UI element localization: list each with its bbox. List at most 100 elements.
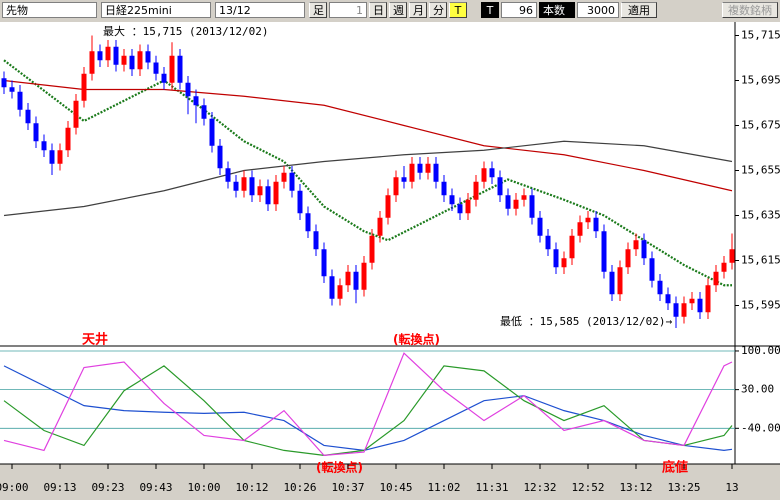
- candle-body: [705, 285, 711, 313]
- candle-body: [97, 51, 103, 61]
- apply-button[interactable]: 適用: [621, 2, 657, 18]
- osc-annotation: (転換点): [393, 332, 440, 347]
- candle-body: [289, 172, 295, 191]
- candle-body: [241, 177, 247, 191]
- candle-body: [697, 298, 703, 313]
- candle-body: [345, 271, 351, 286]
- candle-body: [201, 105, 207, 119]
- candle-body: [721, 262, 727, 272]
- x-tick-label: 10:26: [283, 481, 316, 494]
- osc-annotation: (転換点): [316, 460, 363, 475]
- moving-average: [3, 140, 733, 217]
- month-select[interactable]: 13/12: [215, 2, 305, 18]
- candle-body: [89, 51, 95, 74]
- candle-body: [25, 109, 31, 124]
- multi-button[interactable]: 複数銘柄: [722, 2, 778, 18]
- moving-average: [3, 79, 733, 192]
- candle-body: [473, 181, 479, 200]
- candle-body: [257, 186, 263, 196]
- x-tick-label: 13:25: [667, 481, 700, 494]
- candle-body: [1, 78, 7, 88]
- y-tick-label: 15,595: [741, 299, 780, 312]
- candle-body: [73, 100, 79, 128]
- candle-body: [217, 145, 223, 169]
- candle-body: [657, 280, 663, 295]
- candle-body: [513, 199, 519, 209]
- osc-annotation: 底値: [662, 460, 688, 476]
- t-value[interactable]: 96: [501, 2, 537, 18]
- candle-body: [153, 62, 159, 74]
- x-tick-label: 11:02: [427, 481, 460, 494]
- candle-body: [17, 91, 23, 110]
- candle-body: [353, 271, 359, 290]
- y-tick-label: 100.00: [741, 344, 780, 357]
- candle-body: [553, 249, 559, 268]
- candle-body: [249, 177, 255, 196]
- candle-body: [337, 285, 343, 299]
- y-tick-label: 15,675: [741, 119, 780, 132]
- candle-body: [385, 195, 391, 218]
- osc-annotation: 天井: [82, 332, 108, 348]
- chart: 最大 ：15,715 (2013/12/02) 最低 ：15,585 (2013…: [0, 22, 780, 494]
- candle-body: [617, 267, 623, 295]
- x-tick-label: 13: [725, 481, 738, 494]
- bar-size[interactable]: 1: [329, 2, 367, 18]
- period-button[interactable]: 月: [409, 2, 427, 18]
- x-tick-label: 09:43: [139, 481, 172, 494]
- x-tick-label: 12:32: [523, 481, 556, 494]
- candle-body: [265, 186, 271, 205]
- candle-body: [65, 127, 71, 151]
- candle-body: [641, 240, 647, 259]
- min-annotation: 最低 ：15,585 (2013/12/02)→: [500, 315, 672, 328]
- candle-body: [441, 181, 447, 196]
- candle-body: [401, 177, 407, 182]
- candle-body: [225, 168, 231, 182]
- candle-body: [377, 217, 383, 236]
- candle-body: [625, 249, 631, 268]
- y-tick-label: 15,715: [741, 29, 780, 42]
- candle-body: [409, 163, 415, 182]
- oscillator-line: [3, 365, 733, 452]
- bar-label: 足: [309, 2, 327, 18]
- x-tick-label: 10:12: [235, 481, 268, 494]
- period-button[interactable]: 分: [429, 2, 447, 18]
- y-tick-label: 15,615: [741, 254, 780, 267]
- axis-bg: [735, 22, 780, 464]
- candle-body: [713, 271, 719, 286]
- period-button[interactable]: T: [449, 2, 467, 18]
- candle-body: [561, 258, 567, 268]
- plot-bg: [0, 22, 735, 464]
- candle-body: [449, 195, 455, 205]
- candle-body: [233, 181, 239, 191]
- candle-body: [169, 55, 175, 83]
- x-tick-label: 11:31: [475, 481, 508, 494]
- oscillator-line: [3, 352, 733, 456]
- count-value[interactable]: 3000: [577, 2, 619, 18]
- candle-body: [497, 177, 503, 196]
- candle-body: [545, 235, 551, 250]
- symbol-select[interactable]: 日経225mini: [101, 2, 211, 18]
- candle-body: [601, 231, 607, 272]
- candle-body: [129, 55, 135, 70]
- period-button[interactable]: 日: [369, 2, 387, 18]
- candle-body: [209, 118, 215, 146]
- candle-body: [145, 51, 151, 63]
- toolbar: 先物 日経225mini 13/12 足 1 日 週 月 分 T T 96 本数…: [0, 0, 780, 22]
- candle-body: [57, 150, 63, 164]
- y-tick-label: -40.00: [741, 421, 780, 434]
- candle-body: [137, 51, 143, 70]
- x-tick-label: 13:12: [619, 481, 652, 494]
- candle-body: [489, 168, 495, 178]
- candle-body: [9, 87, 15, 92]
- candle-body: [729, 249, 735, 263]
- x-tick-label: 09:13: [43, 481, 76, 494]
- period-button[interactable]: 週: [389, 2, 407, 18]
- candle-body: [121, 55, 127, 65]
- candle-body: [665, 294, 671, 304]
- x-tick-label: 12:52: [571, 481, 604, 494]
- x-tick-label: 09:23: [91, 481, 124, 494]
- candle-body: [33, 123, 39, 142]
- market-select[interactable]: 先物: [2, 2, 97, 18]
- x-tick-label: 10:00: [187, 481, 220, 494]
